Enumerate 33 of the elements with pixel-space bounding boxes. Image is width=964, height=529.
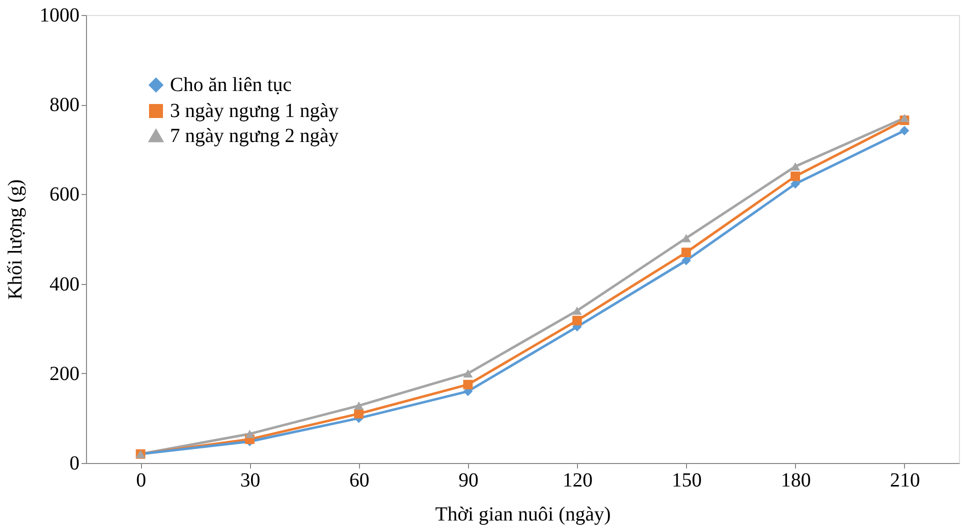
point <box>790 172 800 182</box>
x-tick-label: 60 <box>349 470 370 492</box>
point <box>244 430 254 438</box>
y-tick-label: 400 <box>50 273 80 296</box>
point <box>463 380 473 390</box>
legend-label: Cho ăn liên tục <box>170 74 292 96</box>
legend-label: 7 ngày ngưng 2 ngày <box>170 125 339 147</box>
x-tick-label: 30 <box>240 470 260 492</box>
x-tick-label: 150 <box>672 470 702 492</box>
point <box>354 402 364 410</box>
y-tick-label: 600 <box>50 184 80 206</box>
point <box>463 369 473 378</box>
y-tick-label: 1000 <box>40 4 80 26</box>
x-tick-label: 180 <box>780 470 811 492</box>
x-tick-label: 120 <box>562 470 593 492</box>
y-axis-title: Khối lượng (g) <box>4 179 26 300</box>
x-tick-label: 0 <box>136 470 146 492</box>
point <box>681 234 691 242</box>
y-tick-label: 0 <box>70 452 80 474</box>
point <box>681 248 691 258</box>
point <box>681 256 691 266</box>
y-tick-label: 200 <box>50 362 80 385</box>
x-tick-label: 210 <box>890 470 920 492</box>
point <box>572 306 582 315</box>
point <box>900 114 910 122</box>
x-axis-title: Thời gian nuôi (ngày) <box>435 504 611 526</box>
point <box>790 162 800 171</box>
y-tick-label: 800 <box>50 94 80 116</box>
point <box>354 408 364 418</box>
legend-label: 3 ngày ngưng 1 ngày <box>170 100 339 122</box>
x-tick-label: 90 <box>458 470 478 492</box>
point <box>572 316 582 326</box>
point <box>900 126 910 136</box>
